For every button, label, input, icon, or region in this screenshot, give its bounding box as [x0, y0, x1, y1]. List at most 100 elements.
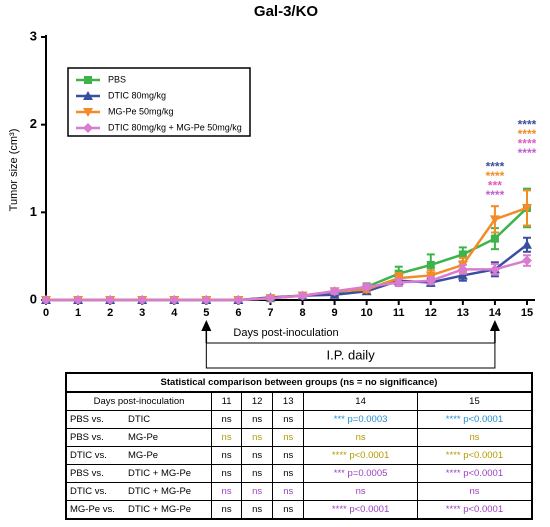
- table-cell: ns: [272, 482, 305, 501]
- table-cell: ns: [241, 500, 274, 520]
- table-cell: DTIC vs.: [65, 446, 125, 465]
- marker: [489, 264, 500, 275]
- marker: [521, 203, 532, 213]
- table-cell: **** p<0.0001: [416, 410, 533, 429]
- table-row: DTIC vs. MG-Pe ns ns ns **** p<0.0001 **** p<0…: [65, 446, 533, 465]
- table-cell: **** p<0.0001: [416, 464, 533, 483]
- marker: [521, 239, 532, 249]
- legend-marker: [83, 123, 93, 133]
- series-line: [46, 207, 528, 302]
- treatment-box: [205, 342, 496, 369]
- marker: [201, 295, 212, 305]
- significance-stars: ****: [518, 146, 537, 160]
- table-cell: Statistical comparison between groups (n…: [65, 372, 533, 393]
- x-tick-label: 8: [299, 307, 305, 319]
- arrow-head: [489, 320, 500, 331]
- table-cell: 14: [303, 391, 418, 411]
- table-cell: ns: [210, 482, 243, 501]
- table-cell: ns: [210, 428, 243, 447]
- treatment-label: I.P. daily: [327, 347, 376, 362]
- x-tick-label: 5: [203, 307, 209, 319]
- marker: [297, 290, 308, 301]
- table-cell: ns: [210, 446, 243, 465]
- table-cell: ns: [241, 446, 274, 465]
- legend-label: DTIC 80mg/kg + MG-Pe 50mg/kg: [108, 122, 242, 132]
- x-tick-label: 6: [235, 307, 241, 319]
- legend-label: PBS: [108, 74, 126, 84]
- table-cell: ns: [241, 482, 274, 501]
- table-cell: *** p=0.0005: [303, 464, 418, 483]
- table-cell: ns: [241, 410, 274, 429]
- marker: [393, 277, 404, 288]
- chart: Gal-3/KO Tumor size (cm³) Days post-inoc…: [8, 3, 537, 369]
- table-cell: 15: [416, 391, 533, 411]
- significance-stars: ****: [486, 160, 505, 174]
- marker: [490, 234, 499, 243]
- table-cell: ns: [272, 464, 305, 483]
- y-axis-label: Tumor size (cm³): [8, 129, 20, 212]
- table-cell: ns: [241, 464, 274, 483]
- table-cell: *** p=0.0003: [303, 410, 418, 429]
- significance-stars: ****: [518, 137, 537, 151]
- table-cell: ns: [416, 482, 533, 501]
- table-row: PBS vs. MG-Pe ns ns ns ns ns: [65, 428, 533, 447]
- marker: [426, 260, 435, 269]
- table-cell: ns: [303, 428, 418, 447]
- marker: [265, 293, 276, 304]
- table-cell: **** p<0.0001: [303, 500, 418, 520]
- arrow-head: [201, 320, 212, 331]
- table-cell: ns: [241, 428, 274, 447]
- significance-stars: ****: [486, 188, 505, 202]
- marker: [425, 275, 436, 286]
- table-cell: PBS vs.: [65, 410, 125, 429]
- table-row: PBS vs. DTIC ns ns ns *** p=0.0003 **** p<0.00…: [65, 410, 533, 429]
- x-tick-label: 7: [267, 307, 273, 319]
- x-tick-label: 3: [139, 307, 145, 319]
- table-row: MG-Pe vs. DTIC + MG-Pe ns ns ns **** p<0.0001…: [65, 500, 533, 520]
- significance-stars: ****: [518, 127, 537, 141]
- marker: [233, 295, 244, 305]
- table-cell: ns: [303, 482, 418, 501]
- table-row: PBS vs. DTIC + MG-Pe ns ns ns *** p=0.0005 ***…: [65, 464, 533, 483]
- table-cell: DTIC vs.: [65, 482, 125, 501]
- marker: [169, 295, 180, 305]
- y-tick-label: 1: [30, 204, 37, 219]
- series-line: [46, 259, 528, 302]
- table-cell: **** p<0.0001: [416, 446, 533, 465]
- table-cell: PBS vs.: [65, 464, 125, 483]
- y-tick-label: 2: [30, 116, 37, 131]
- chart-title: Gal-3/KO: [254, 3, 319, 20]
- significance-stars: ****: [486, 169, 505, 183]
- legend-label: DTIC 80mg/kg: [108, 90, 166, 100]
- x-tick-label: 10: [361, 307, 373, 319]
- x-tick-label: 12: [425, 307, 437, 319]
- legend-box: [67, 67, 251, 137]
- table-cell: ns: [272, 428, 305, 447]
- legend-marker: [83, 108, 93, 117]
- table-cell: 13: [272, 391, 305, 411]
- table-cell: DTIC: [125, 410, 212, 429]
- x-tick-label: 13: [457, 307, 469, 319]
- table-cell: ns: [272, 410, 305, 429]
- x-tick-label: 9: [332, 307, 338, 319]
- x-axis-label: Days post-inoculation: [233, 327, 338, 339]
- table-cell: MG-Pe: [125, 428, 212, 447]
- x-tick-label: 2: [107, 307, 113, 319]
- x-tick-label: 1: [75, 307, 81, 319]
- marker: [457, 264, 468, 275]
- marker: [137, 295, 148, 305]
- x-tick-label: 15: [521, 307, 533, 319]
- table-cell: Days post-inoculation: [65, 391, 212, 411]
- marker: [489, 215, 500, 225]
- marker: [73, 295, 84, 305]
- significance-stars: ****: [518, 118, 537, 132]
- x-tick-label: 0: [43, 307, 49, 319]
- table-cell: ns: [416, 428, 533, 447]
- table-cell: 12: [241, 391, 274, 411]
- marker: [105, 295, 116, 305]
- table-cell: DTIC + MG-Pe: [125, 482, 212, 501]
- table-cell: ns: [272, 500, 305, 520]
- significance-stars: ***: [488, 179, 502, 193]
- marker: [361, 281, 372, 292]
